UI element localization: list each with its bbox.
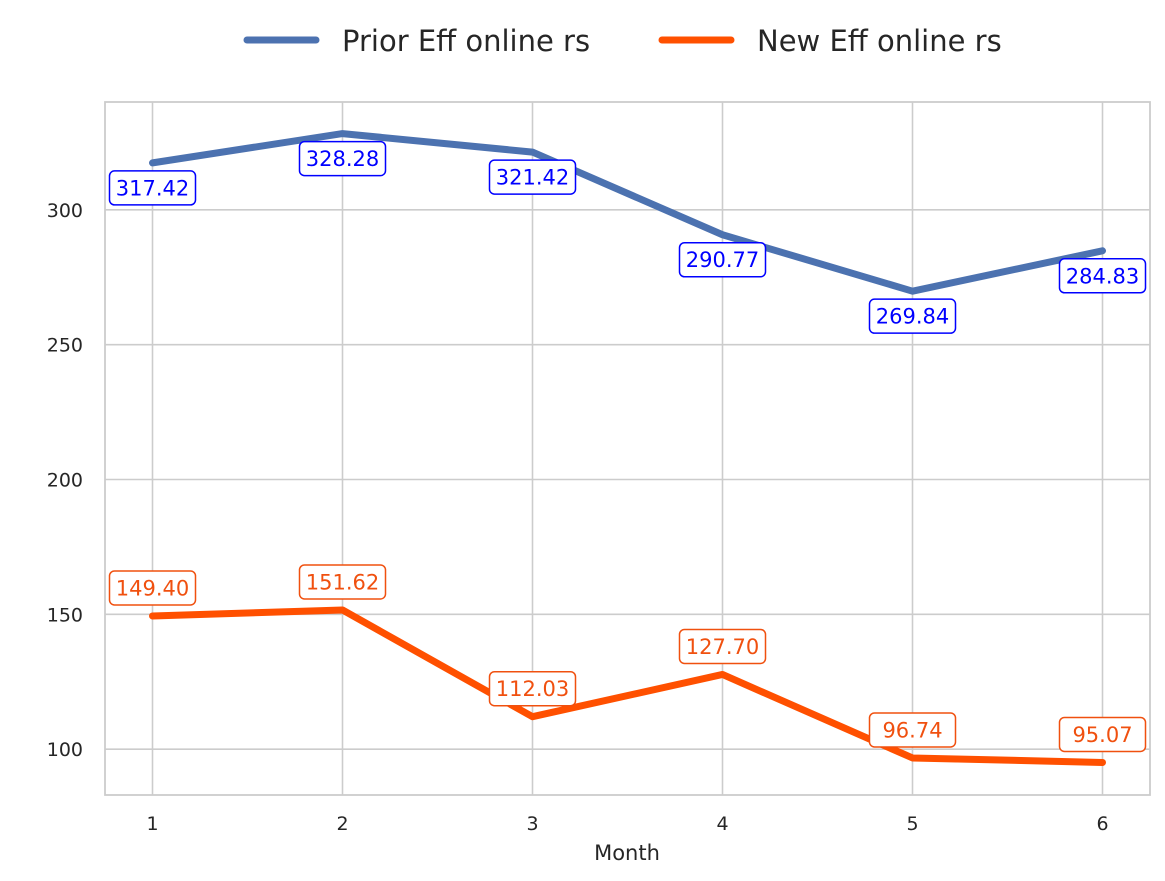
y-tick-label: 100 xyxy=(47,739,83,761)
data-label: 290.77 xyxy=(678,241,767,278)
x-tick-label: 3 xyxy=(526,813,538,835)
data-label-box xyxy=(1058,258,1147,294)
data-label-box xyxy=(868,712,957,748)
data-label-box xyxy=(488,670,577,707)
data-labels: 317.42 328.28 321.42 290.77 269.84 284.83 149.… xyxy=(108,140,1147,753)
data-label-text: 290.77 xyxy=(686,248,759,272)
series-lines xyxy=(149,130,1106,766)
x-axis-ticks: 1 2 3 4 5 6 xyxy=(146,813,1108,835)
data-label-text: 95.07 xyxy=(1072,723,1132,747)
data-label-box xyxy=(108,570,197,606)
data-label-box xyxy=(298,140,387,177)
data-label: 96.74 xyxy=(868,712,957,748)
data-label-text: 321.42 xyxy=(496,166,569,190)
y-tick-label: 150 xyxy=(47,604,83,626)
x-tick-label: 5 xyxy=(906,813,918,835)
series-line xyxy=(149,130,1106,295)
x-tick-label: 2 xyxy=(336,813,348,835)
data-label: 269.84 xyxy=(868,298,957,334)
data-label: 112.03 xyxy=(488,670,577,707)
legend-item: Prior Eff online rs xyxy=(243,24,590,58)
data-label-text: 328.28 xyxy=(306,147,379,171)
data-label-text: 112.03 xyxy=(496,677,569,701)
data-label-text: 151.62 xyxy=(306,570,379,594)
data-label-box xyxy=(1058,716,1147,753)
data-label: 317.42 xyxy=(108,170,197,206)
data-label-box xyxy=(108,170,197,206)
plot-frame xyxy=(104,101,1151,796)
legend: Prior Eff online rs New Eff online rs xyxy=(243,24,1002,58)
legend-item: New Eff online rs xyxy=(658,24,1002,58)
data-label-text: 317.42 xyxy=(116,176,189,200)
data-label-text: 269.84 xyxy=(876,305,949,329)
grid xyxy=(105,102,1150,795)
data-label: 328.28 xyxy=(298,140,387,177)
x-tick-label: 6 xyxy=(1096,813,1108,835)
data-label-box xyxy=(678,241,767,278)
data-label-box xyxy=(678,628,767,665)
y-tick-label: 250 xyxy=(47,335,83,357)
data-label-text: 127.70 xyxy=(686,635,759,659)
series-line xyxy=(149,606,1106,766)
data-label: 151.62 xyxy=(298,564,387,600)
x-axis-title: Month xyxy=(594,841,660,865)
legend-label: Prior Eff online rs xyxy=(342,24,590,58)
data-label-box xyxy=(298,564,387,600)
y-tick-label: 200 xyxy=(47,470,83,492)
data-label: 95.07 xyxy=(1058,716,1147,753)
data-label-box xyxy=(488,159,577,195)
data-label-box xyxy=(868,298,957,334)
data-label-text: 284.83 xyxy=(1066,264,1139,288)
data-label-text: 149.40 xyxy=(116,576,189,600)
legend-label: New Eff online rs xyxy=(757,24,1002,58)
data-label-text: 96.74 xyxy=(882,718,942,742)
x-tick-label: 4 xyxy=(716,813,728,835)
y-axis-ticks: 100 150 200 250 300 xyxy=(47,200,83,761)
x-tick-label: 1 xyxy=(146,813,158,835)
data-label: 127.70 xyxy=(678,628,767,665)
y-tick-label: 300 xyxy=(47,200,83,222)
data-label: 284.83 xyxy=(1058,258,1147,294)
data-label: 321.42 xyxy=(488,159,577,195)
data-label: 149.40 xyxy=(108,570,197,606)
